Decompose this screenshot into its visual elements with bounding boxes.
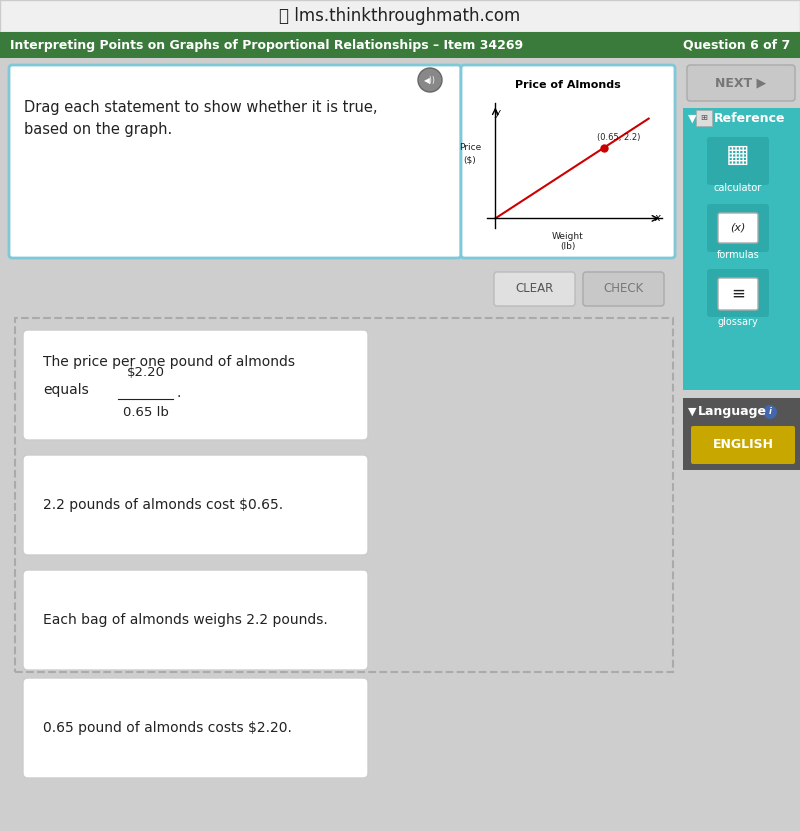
Text: equals: equals (43, 383, 89, 397)
FancyBboxPatch shape (583, 272, 664, 306)
Text: Price: Price (459, 144, 481, 153)
Text: Weight: Weight (552, 232, 584, 241)
FancyBboxPatch shape (718, 278, 758, 310)
Text: .: . (176, 386, 180, 400)
Text: 2.2 pounds of almonds cost $0.65.: 2.2 pounds of almonds cost $0.65. (43, 498, 283, 512)
FancyBboxPatch shape (23, 570, 368, 670)
Text: CHECK: CHECK (603, 283, 643, 296)
Text: (x): (x) (730, 223, 746, 233)
FancyBboxPatch shape (461, 65, 675, 258)
Text: ▦: ▦ (726, 143, 750, 167)
FancyBboxPatch shape (696, 110, 712, 126)
Text: (0.65, 2.2): (0.65, 2.2) (597, 132, 640, 141)
Text: glossary: glossary (718, 317, 758, 327)
Text: Price of Almonds: Price of Almonds (515, 80, 621, 90)
Text: ◀)): ◀)) (424, 76, 436, 85)
Circle shape (763, 405, 777, 419)
FancyBboxPatch shape (683, 108, 800, 390)
Text: NEXT ▶: NEXT ▶ (715, 76, 766, 90)
Text: ▼: ▼ (688, 114, 697, 124)
FancyBboxPatch shape (687, 65, 795, 101)
Text: x: x (654, 213, 660, 223)
FancyBboxPatch shape (494, 272, 575, 306)
Text: ENGLISH: ENGLISH (713, 439, 774, 451)
FancyBboxPatch shape (0, 58, 800, 831)
FancyBboxPatch shape (707, 269, 769, 317)
Text: ⊞: ⊞ (701, 114, 707, 122)
Text: (lb): (lb) (560, 242, 576, 251)
Text: CLEAR: CLEAR (515, 283, 553, 296)
FancyBboxPatch shape (0, 32, 800, 58)
Text: The price per one pound of almonds: The price per one pound of almonds (43, 355, 295, 369)
FancyBboxPatch shape (23, 330, 368, 440)
Text: $2.20: $2.20 (127, 366, 165, 379)
FancyBboxPatch shape (718, 213, 758, 243)
Text: Question 6 of 7: Question 6 of 7 (682, 38, 790, 52)
Text: calculator: calculator (714, 183, 762, 193)
FancyBboxPatch shape (23, 678, 368, 778)
FancyBboxPatch shape (707, 204, 769, 252)
FancyBboxPatch shape (0, 0, 800, 32)
FancyBboxPatch shape (707, 137, 769, 185)
Text: Interpreting Points on Graphs of Proportional Relationships – Item 34269: Interpreting Points on Graphs of Proport… (10, 38, 523, 52)
FancyBboxPatch shape (23, 455, 368, 555)
Text: ▼: ▼ (688, 407, 697, 417)
Text: formulas: formulas (717, 250, 759, 260)
Text: 🔒 lms.thinkthroughmath.com: 🔒 lms.thinkthroughmath.com (279, 7, 521, 25)
FancyBboxPatch shape (15, 318, 673, 672)
FancyBboxPatch shape (9, 65, 461, 258)
Text: 0.65 lb: 0.65 lb (123, 406, 169, 419)
Text: y: y (494, 108, 500, 118)
Text: Drag each statement to show whether it is true,
based on the graph.: Drag each statement to show whether it i… (24, 100, 378, 137)
FancyBboxPatch shape (691, 426, 795, 464)
Text: ($): ($) (464, 155, 476, 165)
Circle shape (418, 68, 442, 92)
Text: ≡: ≡ (731, 285, 745, 303)
Text: i: i (769, 407, 771, 416)
FancyBboxPatch shape (683, 398, 800, 470)
Text: Language: Language (698, 406, 767, 419)
Text: 0.65 pound of almonds costs $2.20.: 0.65 pound of almonds costs $2.20. (43, 721, 292, 735)
Text: Each bag of almonds weighs 2.2 pounds.: Each bag of almonds weighs 2.2 pounds. (43, 613, 328, 627)
Text: Reference: Reference (714, 112, 786, 125)
